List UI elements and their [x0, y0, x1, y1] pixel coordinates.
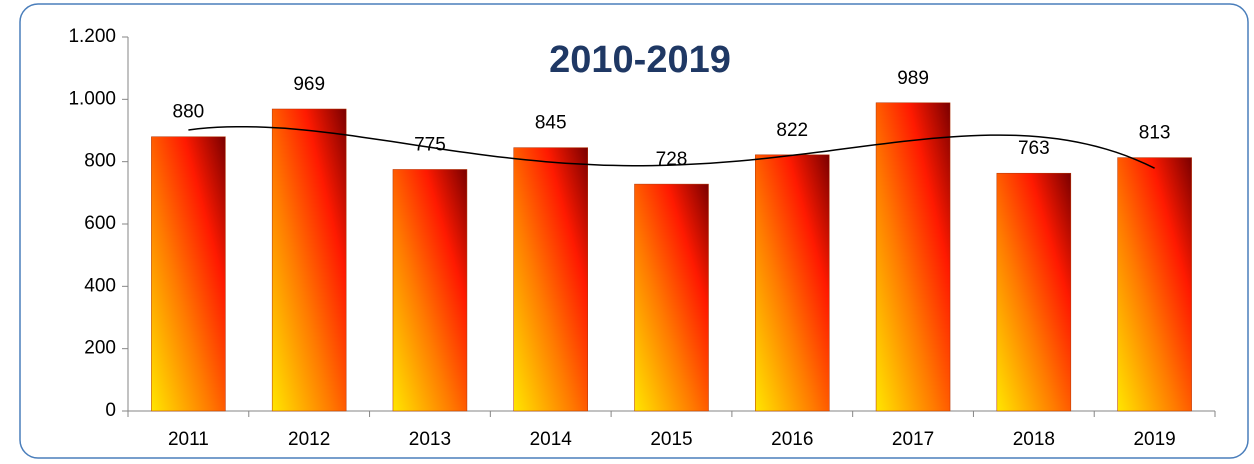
data-label: 813 — [1139, 123, 1171, 144]
x-tick-label: 2016 — [771, 429, 813, 450]
y-tick-label: 1.000 — [68, 88, 116, 109]
bar — [151, 136, 226, 412]
chart-title: 2010-2019 — [549, 39, 731, 81]
data-label: 989 — [897, 68, 929, 89]
bar — [755, 154, 830, 412]
x-tick-label: 2018 — [1013, 429, 1055, 450]
data-label: 880 — [173, 102, 205, 123]
data-label: 845 — [535, 113, 567, 134]
bar — [634, 183, 709, 412]
x-tick-label: 2012 — [288, 429, 330, 450]
x-tick-label: 2011 — [168, 429, 209, 450]
x-tick-label: 2015 — [650, 429, 692, 450]
x-tick-label: 2019 — [1133, 429, 1175, 450]
bar — [996, 172, 1072, 412]
data-label: 969 — [293, 74, 325, 95]
x-tick-label: 2013 — [409, 429, 451, 450]
bar — [1117, 157, 1192, 412]
y-tick-label: 1.200 — [68, 26, 116, 47]
bar — [271, 108, 347, 412]
y-tick-label: 0 — [105, 400, 116, 421]
data-label: 728 — [656, 149, 688, 170]
y-tick-label: 800 — [84, 151, 116, 172]
bar — [513, 147, 588, 412]
data-label: 775 — [414, 134, 446, 155]
data-label: 822 — [776, 120, 808, 141]
bar — [875, 102, 951, 412]
y-tick-label: 200 — [84, 338, 116, 359]
data-label: 763 — [1018, 138, 1050, 159]
trend-line — [188, 125, 1155, 169]
y-tick-label: 600 — [84, 213, 116, 234]
x-tick-label: 2017 — [892, 429, 934, 450]
y-tick-label: 400 — [84, 275, 116, 296]
x-tick-label: 2014 — [530, 429, 573, 450]
bar — [392, 169, 468, 412]
